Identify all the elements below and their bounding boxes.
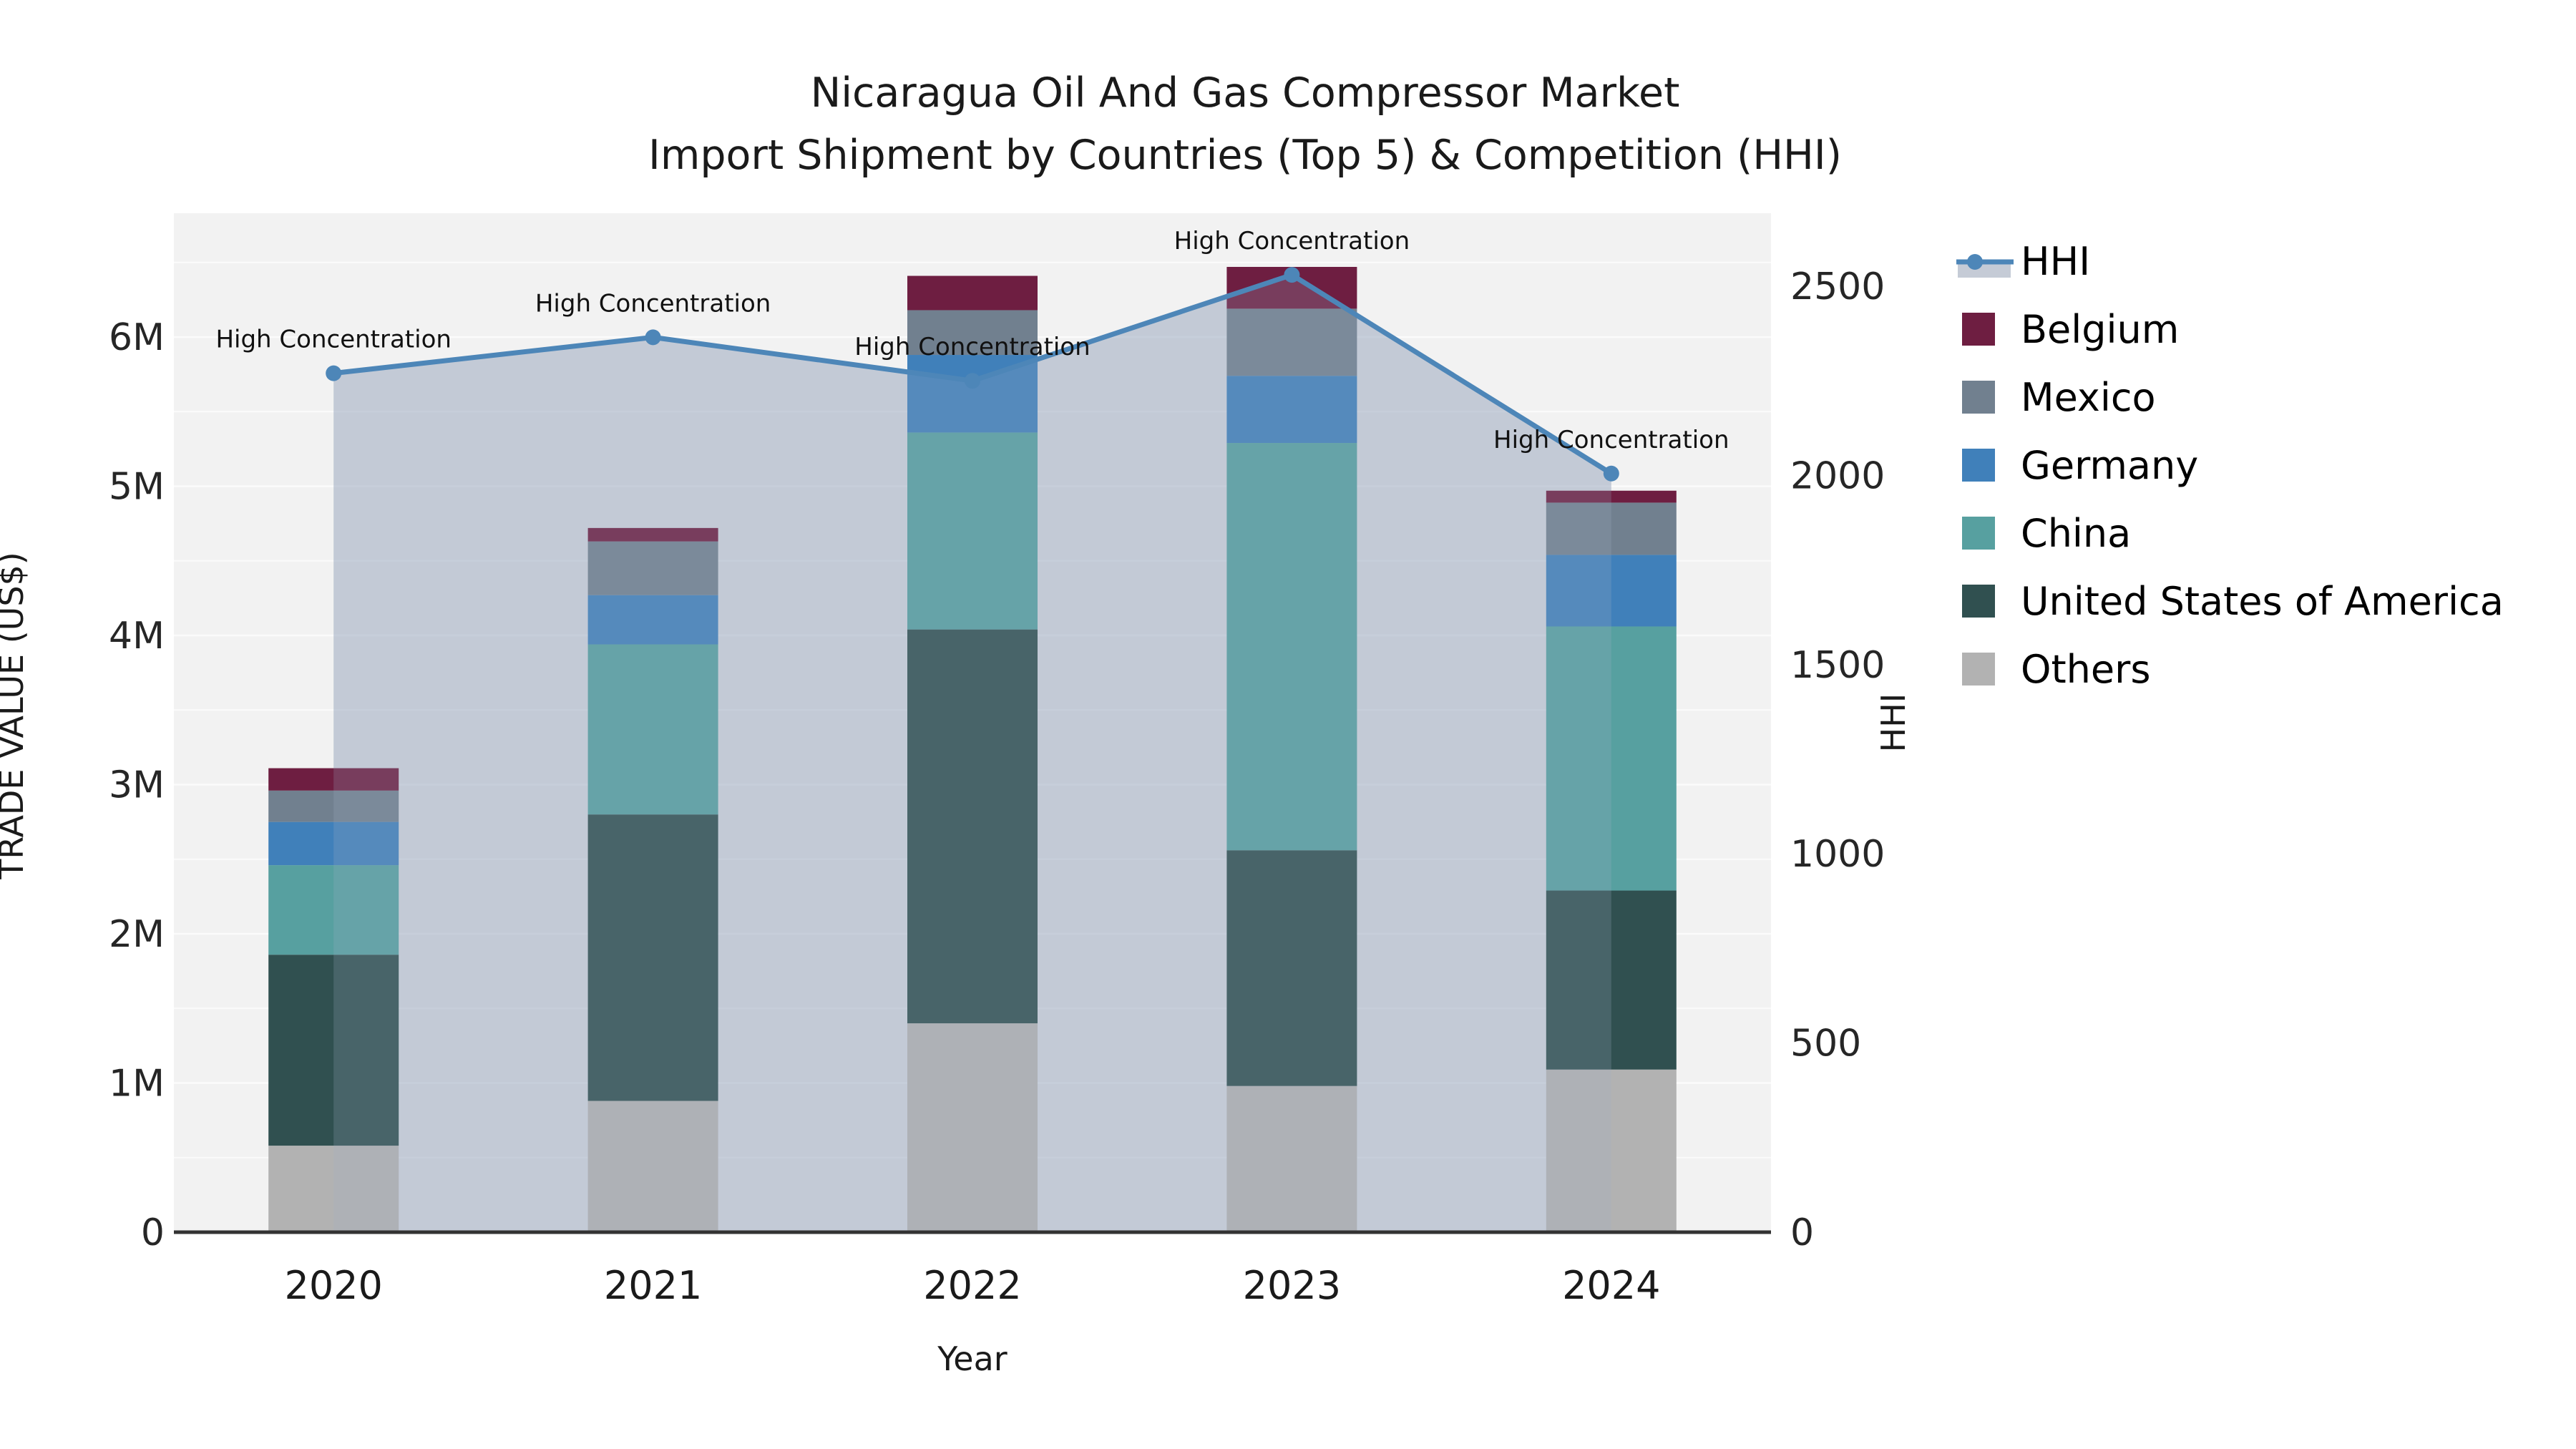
legend-swatch-united-states-of-america <box>1962 585 1995 618</box>
bar-segment-2023-united-states-of-america <box>1226 850 1357 1086</box>
bar-segment-2024-belgium <box>1546 490 1677 503</box>
bar-segment-2021-others <box>587 1101 718 1232</box>
bar-segment-2022-united-states-of-america <box>907 629 1038 1024</box>
y-left-tick-4M: 4M <box>109 615 165 658</box>
y-left-tick-6M: 6M <box>109 316 165 359</box>
bar-segment-2024-china <box>1546 626 1677 891</box>
bar-segment-2023-others <box>1226 1085 1357 1232</box>
y-right-tick-1000: 1000 <box>1790 833 1885 876</box>
y-right-tick-2000: 2000 <box>1790 454 1885 497</box>
bar-segment-2021-mexico <box>587 541 718 595</box>
legend-label-germany: Germany <box>2021 443 2198 488</box>
annotation-high-concentration-2024: High Concentration <box>1493 426 1729 454</box>
y-left-tick-3M: 3M <box>109 764 165 807</box>
annotation-high-concentration-2021: High Concentration <box>535 289 771 318</box>
legend-swatch-china <box>1962 517 1995 550</box>
hhi-marker-2020 <box>326 365 342 381</box>
bar-segment-2022-mexico <box>907 310 1038 356</box>
y-left-tick-1M: 1M <box>109 1063 165 1106</box>
y-right-tick-500: 500 <box>1790 1023 1861 1065</box>
legend-label-united-states-of-america: United States of America <box>2021 579 2504 624</box>
bar-segment-2022-others <box>907 1023 1038 1232</box>
legend-label-china: China <box>2021 511 2131 556</box>
bar-segment-2021-belgium <box>587 527 718 542</box>
legend-swatch-germany <box>1962 449 1995 482</box>
bar-segment-2024-united-states-of-america <box>1546 890 1677 1070</box>
chart-title-line2: Import Shipment by Countries (Top 5) & C… <box>648 132 1842 179</box>
legend-hhi-marker <box>1967 254 1983 270</box>
bar-segment-2023-germany <box>1226 376 1357 444</box>
legend-swatch-mexico <box>1962 381 1995 414</box>
y-left-tick-2M: 2M <box>109 913 165 956</box>
annotation-high-concentration-2022: High Concentration <box>854 333 1090 361</box>
bar-segment-2020-united-states-of-america <box>268 955 399 1146</box>
bar-segment-2023-mexico <box>1226 308 1357 376</box>
x-tick-2023: 2023 <box>1243 1263 1341 1308</box>
hhi-marker-2023 <box>1284 267 1300 283</box>
legend-label-mexico: Mexico <box>2021 375 2156 420</box>
bar-segment-2020-mexico <box>268 790 399 822</box>
x-tick-2022: 2022 <box>923 1263 1021 1308</box>
bar-segment-2024-germany <box>1546 555 1677 627</box>
bar-segment-2022-belgium <box>907 275 1038 311</box>
y-right-axis-label: HHI <box>1874 693 1913 753</box>
annotation-high-concentration-2023: High Concentration <box>1174 227 1410 255</box>
hhi-marker-2022 <box>965 373 980 389</box>
y-left-tick-0: 0 <box>141 1211 165 1254</box>
y-left-axis-label: TRADE VALUE (US$) <box>0 552 31 879</box>
annotation-high-concentration-2020: High Concentration <box>215 326 451 354</box>
y-left-tick-5M: 5M <box>109 466 165 509</box>
bar-segment-2024-mexico <box>1546 502 1677 555</box>
bar-segment-2023-china <box>1226 443 1357 851</box>
y-right-tick-2500: 2500 <box>1790 265 1885 308</box>
hhi-marker-2021 <box>645 329 661 346</box>
y-right-tick-1500: 1500 <box>1790 644 1885 687</box>
bar-segment-2020-germany <box>268 821 399 866</box>
legend-swatch-belgium <box>1962 313 1995 346</box>
bar-segment-2021-china <box>587 644 718 815</box>
x-axis-label: Year <box>937 1340 1007 1378</box>
legend-label-others: Others <box>2021 647 2150 692</box>
bar-segment-2020-others <box>268 1146 399 1232</box>
bar-segment-2021-germany <box>587 595 718 645</box>
bar-segment-2024-others <box>1546 1069 1677 1232</box>
legend-swatch-others <box>1962 653 1995 686</box>
bar-segment-2020-china <box>268 865 399 955</box>
x-tick-2024: 2024 <box>1562 1263 1660 1308</box>
x-tick-2020: 2020 <box>284 1263 382 1308</box>
bar-segment-2021-united-states-of-america <box>587 814 718 1101</box>
legend-label-hhi: HHI <box>2021 239 2090 284</box>
x-tick-2021: 2021 <box>604 1263 702 1308</box>
bar-segment-2022-china <box>907 432 1038 630</box>
hhi-marker-2024 <box>1603 465 1619 482</box>
chart-title-line1: Nicaragua Oil And Gas Compressor Market <box>810 69 1680 117</box>
hhi-area-fill-over <box>333 275 1611 1232</box>
legend-label-belgium: Belgium <box>2021 307 2179 352</box>
y-right-tick-0: 0 <box>1790 1211 1814 1254</box>
bar-segment-2020-belgium <box>268 768 399 791</box>
